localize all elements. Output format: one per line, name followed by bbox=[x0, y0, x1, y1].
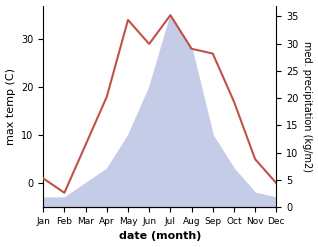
X-axis label: date (month): date (month) bbox=[119, 231, 201, 242]
Y-axis label: med. precipitation (kg/m2): med. precipitation (kg/m2) bbox=[302, 41, 313, 172]
Y-axis label: max temp (C): max temp (C) bbox=[5, 68, 16, 145]
